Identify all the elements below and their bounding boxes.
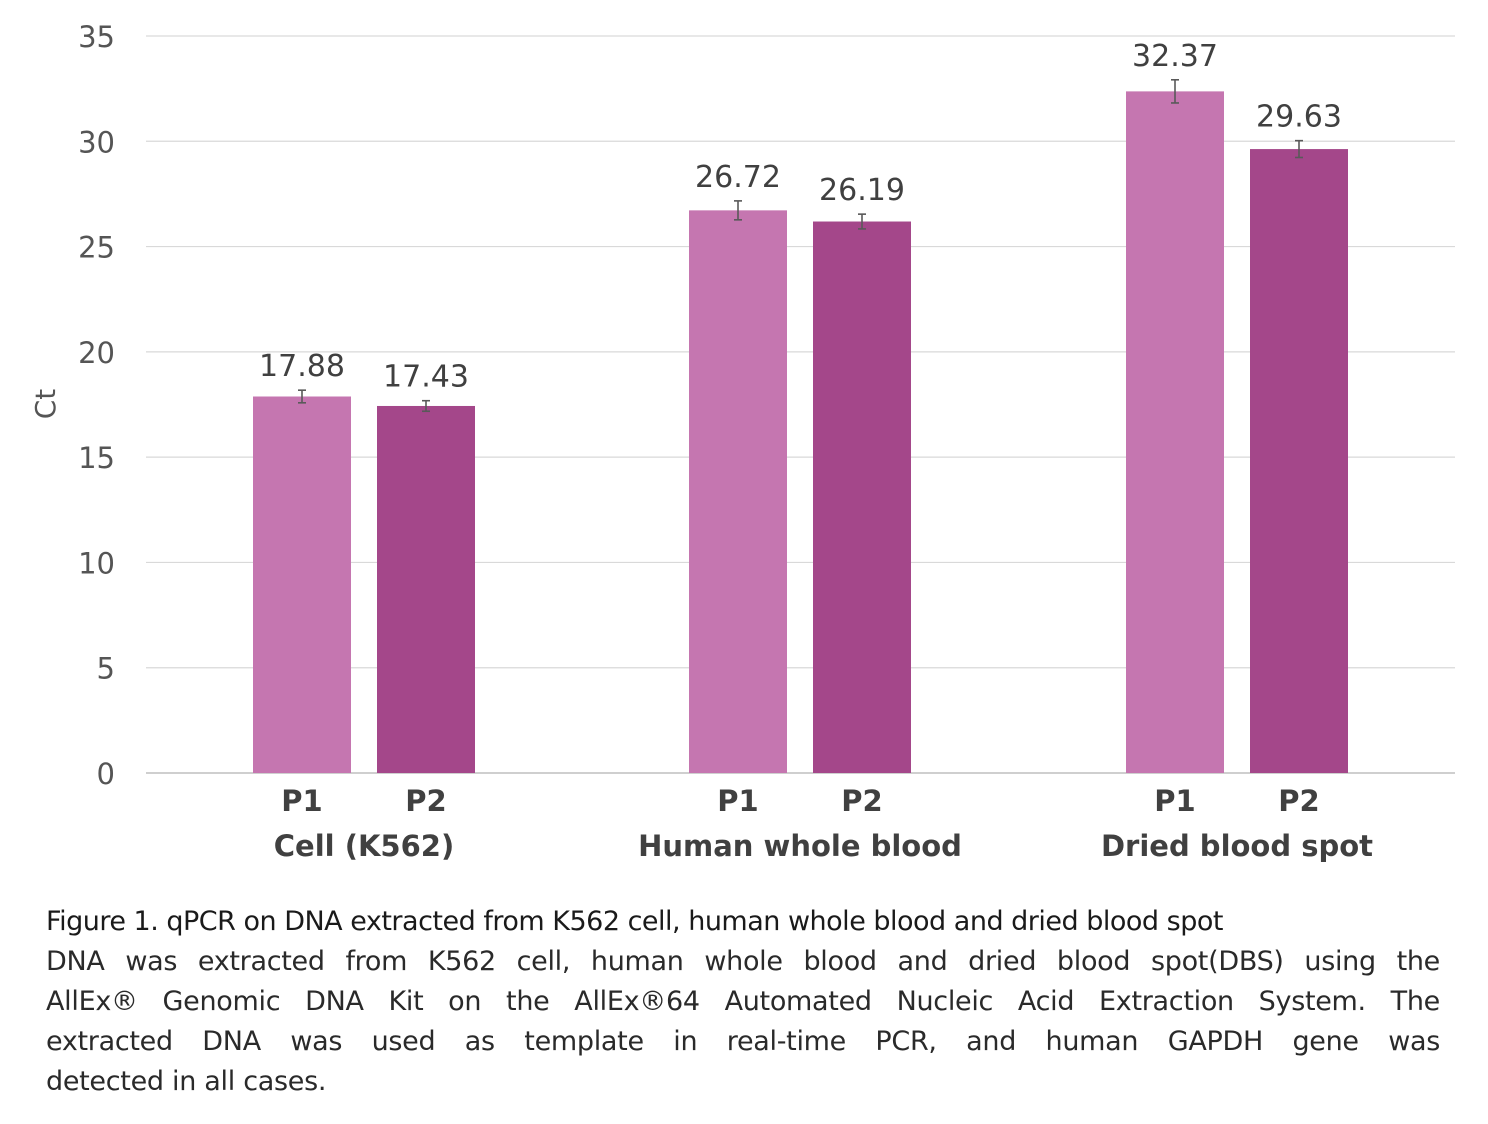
bar <box>377 405 475 773</box>
x-tick-label: P2 <box>1278 784 1319 818</box>
bar <box>813 221 911 773</box>
figure-caption: Figure 1. qPCR on DNA extracted from K56… <box>46 902 1440 1102</box>
bar <box>689 210 787 773</box>
bar <box>1126 91 1224 773</box>
y-tick-label: 30 <box>78 125 115 159</box>
bar <box>1250 149 1348 774</box>
x-tick-label: P2 <box>405 784 446 818</box>
caption-body: DNA was extracted from K562 cell, human … <box>46 942 1440 1102</box>
x-tick-label: P1 <box>281 784 322 818</box>
group-label: Human whole blood <box>638 829 962 863</box>
data-label: 26.72 <box>695 160 781 195</box>
caption-title: Figure 1. qPCR on DNA extracted from K56… <box>46 906 1223 937</box>
y-tick-label: 5 <box>97 652 115 686</box>
x-tick-label: P1 <box>1154 784 1195 818</box>
caption-line: extracted DNA was used as template in re… <box>46 1026 1440 1057</box>
y-axis-label: Ct <box>29 389 62 420</box>
y-tick-label: 20 <box>78 336 115 370</box>
y-tick-label: 0 <box>97 757 115 791</box>
x-tick-label: P1 <box>717 784 758 818</box>
y-tick-label: 35 <box>78 20 115 54</box>
group-label: Dried blood spot <box>1101 829 1373 863</box>
bar <box>253 396 351 773</box>
caption-line: DNA was extracted from K562 cell, human … <box>46 946 1440 977</box>
y-tick-label: 15 <box>78 441 115 475</box>
x-tick-label: P2 <box>841 784 882 818</box>
group-label: Cell (K562) <box>274 829 454 863</box>
data-label: 17.43 <box>383 360 469 395</box>
caption-line: AllEx® Genomic DNA Kit on the AllEx®64 A… <box>46 986 1440 1017</box>
y-tick-label: 25 <box>78 231 115 265</box>
data-label: 26.19 <box>819 173 905 208</box>
data-label: 29.63 <box>1256 100 1342 135</box>
data-label: 32.37 <box>1132 39 1218 74</box>
data-label: 17.88 <box>259 349 345 384</box>
caption-line: detected in all cases. <box>46 1066 327 1097</box>
bar-chart: 0 5 10 15 20 25 30 35 Ct 17.88 P1 17.43 P2 Cell (K562… <box>29 20 1455 863</box>
y-tick-label: 10 <box>78 546 115 580</box>
